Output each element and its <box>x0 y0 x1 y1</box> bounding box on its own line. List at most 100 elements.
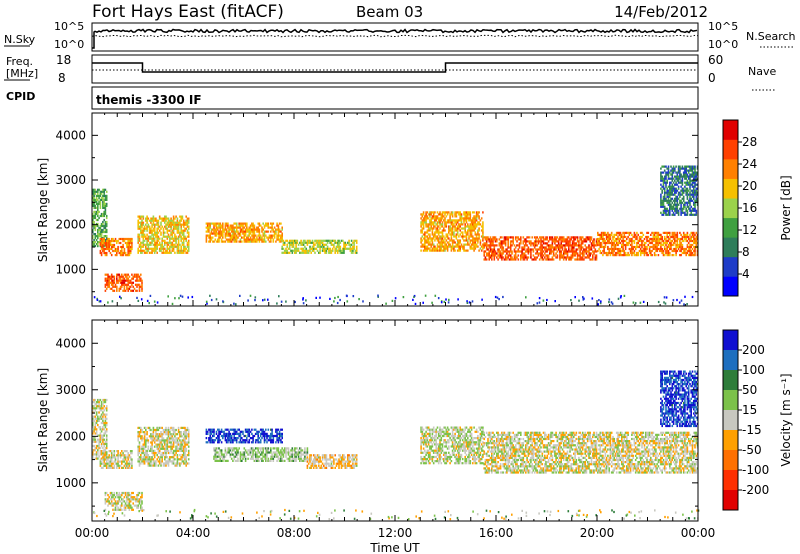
heatmap-cell <box>453 239 455 242</box>
heatmap-cell <box>100 405 103 408</box>
heatmap-cell <box>111 300 114 303</box>
heatmap-cell <box>663 179 666 182</box>
heatmap-cell <box>435 249 437 252</box>
heatmap-cell <box>164 247 166 250</box>
heatmap-cell <box>540 256 542 259</box>
heatmap-cell <box>143 435 146 438</box>
heatmap-cell <box>675 181 677 184</box>
heatmap-cell <box>105 436 108 439</box>
heatmap-cell <box>496 296 499 299</box>
heatmap-cell <box>610 231 613 234</box>
heatmap-cell <box>427 239 430 242</box>
heatmap-cell <box>146 458 148 461</box>
heatmap-cell <box>674 187 676 190</box>
heatmap-cell <box>621 239 623 243</box>
heatmap-cell <box>103 224 105 228</box>
heatmap-cell <box>628 241 631 245</box>
heatmap-cell <box>222 232 224 235</box>
heatmap-cell <box>256 228 258 231</box>
heatmap-cell <box>680 205 682 208</box>
heatmap-cell <box>675 251 677 255</box>
heatmap-cell <box>621 235 623 239</box>
heatmap-cell <box>104 251 107 255</box>
heatmap-cell <box>137 458 139 461</box>
heatmap-cell <box>141 279 143 282</box>
heatmap-cell <box>685 173 687 176</box>
heatmap-cell <box>617 247 619 251</box>
heatmap-cell <box>140 217 142 220</box>
heatmap-cell <box>93 210 95 213</box>
heatmap-cell <box>446 245 449 248</box>
heatmap-cell <box>140 247 142 250</box>
heatmap-cell <box>235 240 238 243</box>
heatmap-cell <box>314 243 316 246</box>
heatmap-cell <box>676 203 679 206</box>
heatmap-cell <box>565 258 567 261</box>
heatmap-cell <box>610 243 613 247</box>
heatmap-cell <box>292 249 295 252</box>
heatmap-cell <box>650 249 652 253</box>
heatmap-cell <box>516 250 518 253</box>
heatmap-cell <box>118 275 121 278</box>
heatmap-cell <box>546 254 549 257</box>
heatmap-cell <box>186 223 189 226</box>
heatmap-cell <box>164 231 166 234</box>
heatmap-cell <box>460 235 463 238</box>
heatmap-cell <box>104 447 107 450</box>
heatmap-cell <box>685 189 687 192</box>
heatmap-cell <box>233 230 235 233</box>
heatmap-cell <box>663 169 666 172</box>
heatmap-cell <box>586 254 589 257</box>
heatmap-cell <box>174 235 176 238</box>
heatmap-cell <box>464 235 466 238</box>
heatmap-cell <box>301 241 304 244</box>
heatmap-cell <box>681 211 684 214</box>
heatmap-cell <box>131 239 133 243</box>
heatmap-cell <box>501 244 503 247</box>
heatmap-cell <box>679 245 681 249</box>
heatmap-cell <box>167 241 170 244</box>
heatmap-cell <box>615 254 618 257</box>
heatmap-cell <box>637 233 639 236</box>
heatmap-cell <box>97 188 99 191</box>
heatmap-cell <box>174 223 176 226</box>
heatmap-cell <box>672 205 675 208</box>
heatmap-cell <box>187 231 190 234</box>
heatmap-cell <box>672 185 675 188</box>
heatmap-cell <box>93 430 95 433</box>
heatmap-cell <box>516 236 518 239</box>
heatmap-cell <box>318 241 320 244</box>
heatmap-cell <box>608 235 610 239</box>
heatmap-cell <box>472 221 474 224</box>
heatmap-cell <box>458 249 460 252</box>
heatmap-cell <box>468 225 470 228</box>
heatmap-cell <box>103 198 105 201</box>
heatmap-cell <box>315 247 318 250</box>
heatmap-cell <box>454 211 456 214</box>
heatmap-cell <box>655 249 657 253</box>
heatmap-cell <box>667 203 670 206</box>
heatmap-cell <box>537 238 540 241</box>
heatmap-cell <box>138 215 141 218</box>
heatmap-cell <box>435 219 437 222</box>
heatmap-cell <box>128 454 131 457</box>
heatmap-cell <box>674 167 676 170</box>
heatmap-cell <box>129 247 132 251</box>
heatmap-cell <box>148 243 151 246</box>
heatmap-cell <box>131 452 133 455</box>
heatmap-cell <box>666 245 668 249</box>
heatmap-cell <box>350 243 353 246</box>
heatmap-cell <box>352 251 354 254</box>
heatmap-cell <box>347 241 349 244</box>
heatmap-cell <box>695 191 698 194</box>
heatmap-cell <box>485 238 488 241</box>
heatmap-cell <box>105 194 108 197</box>
heatmap-cell <box>689 181 691 184</box>
heatmap-cell <box>103 188 105 191</box>
heatmap-cell <box>518 242 521 245</box>
heatmap-cell <box>300 241 302 244</box>
heatmap-cell <box>420 229 422 232</box>
heatmap-cell <box>444 221 446 224</box>
heatmap-cell <box>123 249 126 253</box>
